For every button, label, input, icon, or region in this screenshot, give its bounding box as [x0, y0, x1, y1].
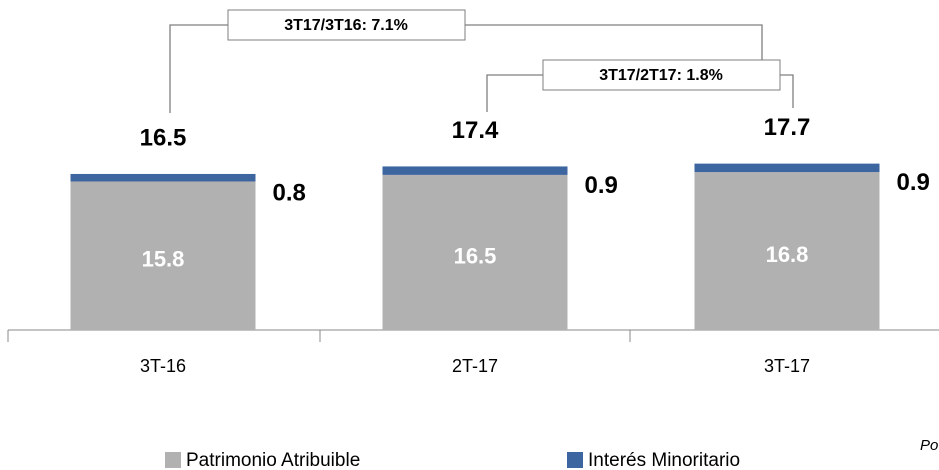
bar-segment: [694, 172, 880, 330]
total-label: 16.5: [140, 124, 187, 151]
bracket: [465, 24, 763, 75]
bar-segment: [382, 166, 568, 175]
x-tick-label: 2T-17: [452, 356, 498, 376]
segment-label: 0.9: [897, 169, 930, 196]
annotation: 3T17/2T17: 1.8%: [599, 67, 723, 84]
total-label: 17.7: [764, 114, 811, 141]
segment-label: 15.8: [142, 247, 185, 272]
annotation-box: [227, 9, 466, 41]
bracket: [169, 24, 228, 113]
total-label: 17.4: [452, 117, 499, 144]
bar-segment: [694, 163, 880, 173]
bracket: [780, 74, 794, 108]
legend-label: Interés Minoritario: [588, 450, 740, 470]
annotation-box: [542, 59, 781, 91]
segment-label: 0.8: [273, 179, 306, 206]
segment-label: 16.5: [454, 243, 497, 268]
note: Po: [920, 437, 938, 454]
legend-label: Patrimonio Atribuible: [186, 450, 360, 470]
bar-segment: [70, 181, 256, 330]
segment-label: 16.8: [766, 242, 809, 267]
annotation: 3T17/3T16: 7.1%: [284, 17, 408, 34]
legend-swatch: [567, 452, 583, 468]
x-tick-label: 3T-17: [764, 356, 810, 376]
bar-segment: [382, 174, 568, 330]
segment-label: 0.9: [585, 172, 618, 199]
x-tick-label: 3T-16: [140, 356, 186, 376]
legend-swatch: [165, 452, 181, 468]
bar-segment: [70, 173, 256, 182]
bracket: [486, 74, 543, 112]
